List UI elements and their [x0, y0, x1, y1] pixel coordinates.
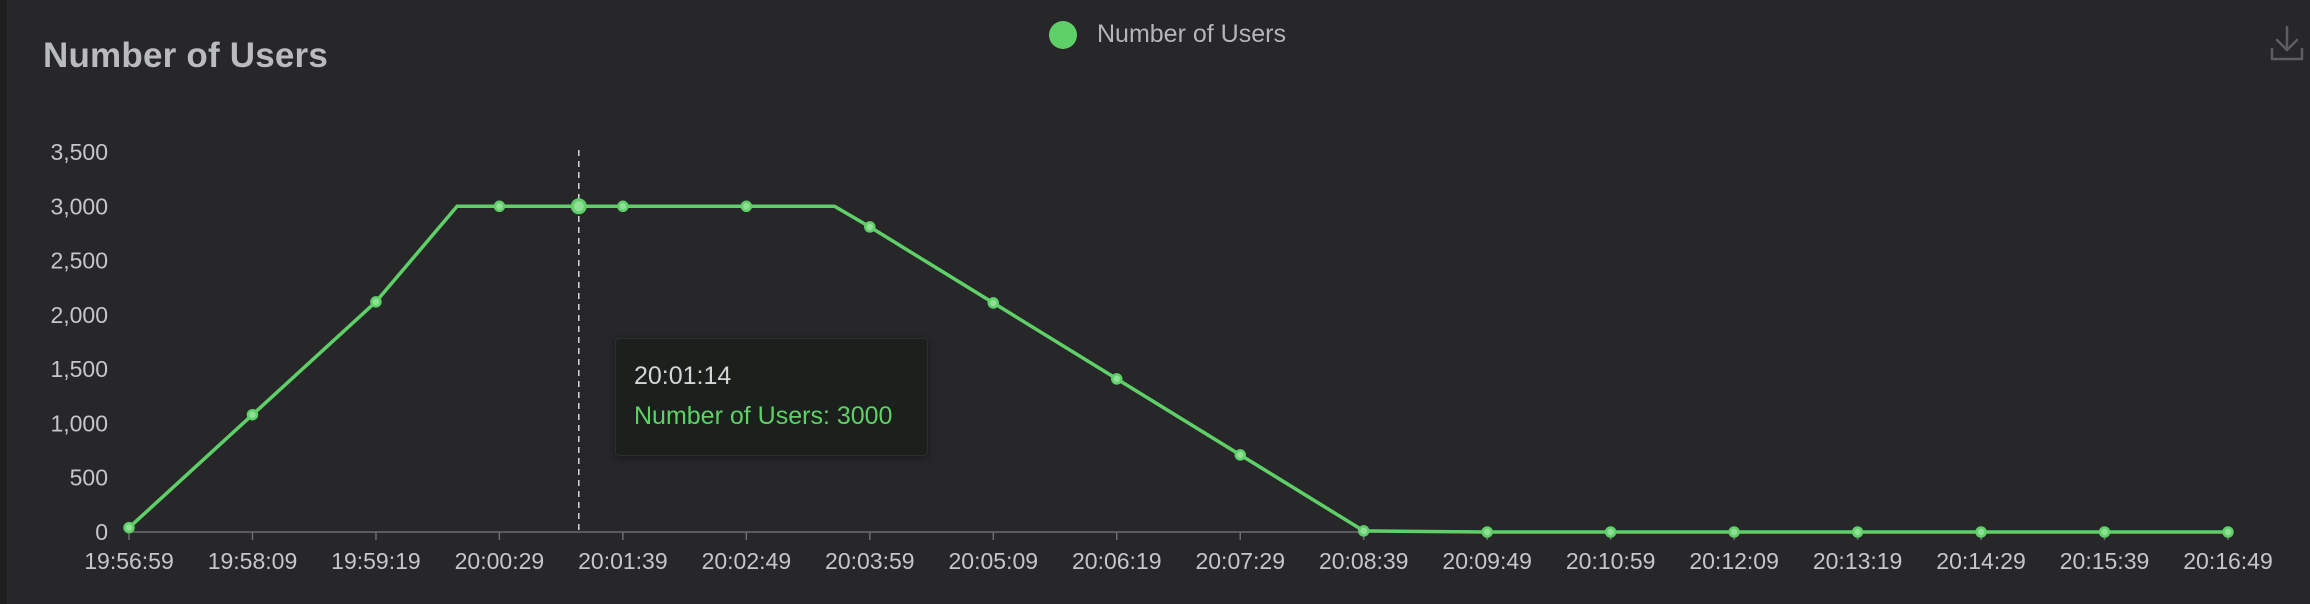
y-tick-label: 3,000 [50, 193, 108, 219]
y-axis: 0 500 1,000 1,500 2,000 2,500 3,000 3,500 [50, 139, 108, 545]
x-tick-label: 19:56:59 [84, 548, 174, 574]
data-point[interactable] [246, 408, 259, 421]
data-point[interactable] [1851, 526, 1864, 538]
x-tick-label: 20:12:09 [1689, 548, 1779, 574]
data-point[interactable] [740, 200, 753, 213]
x-tick-label: 20:15:39 [2060, 548, 2150, 574]
chart-panel: Number of Users Number of Users [7, 0, 2310, 604]
x-tick-label: 20:06:19 [1072, 548, 1162, 574]
x-tick-label: 19:58:09 [208, 548, 298, 574]
y-tick-label: 3,500 [50, 139, 108, 165]
x-tick-label: 20:14:29 [1936, 548, 2026, 574]
data-point[interactable] [864, 221, 876, 233]
legend-item[interactable]: Number of Users [1049, 20, 1286, 49]
data-point[interactable] [617, 200, 629, 213]
y-tick-label: 0 [95, 519, 108, 545]
data-point[interactable] [1111, 373, 1123, 385]
y-tick-label: 500 [70, 465, 108, 491]
data-point[interactable] [1357, 525, 1370, 537]
series-points [123, 198, 2234, 538]
x-tick-label: 20:01:39 [578, 548, 668, 574]
y-tick-label: 2,500 [50, 248, 108, 274]
download-icon [2270, 25, 2304, 61]
x-tick-label: 20:02:49 [702, 548, 792, 574]
y-tick-label: 1,000 [50, 410, 108, 436]
y-tick-label: 2,000 [50, 302, 108, 328]
download-button[interactable] [2269, 24, 2305, 62]
data-point[interactable] [123, 521, 135, 534]
x-tick-label: 20:07:29 [1195, 548, 1285, 574]
highlighted-data-point[interactable] [570, 198, 587, 215]
x-axis: 19:56:59 19:58:09 19:59:19 20:00:29 20:01:39… [84, 531, 2273, 574]
series-line-number-of-users [127, 204, 2230, 534]
x-tick-label: 20:09:49 [1442, 548, 1532, 574]
tooltip: 20:01:14 Number of Users: 3000 [615, 338, 928, 456]
y-tick-label: 1,500 [50, 356, 108, 382]
data-point[interactable] [2098, 526, 2111, 538]
x-tick-label: 20:00:29 [455, 548, 545, 574]
chart-title: Number of Users [43, 36, 329, 75]
data-point[interactable] [1481, 526, 1493, 538]
data-point[interactable] [1975, 526, 1987, 538]
data-point[interactable] [987, 297, 1000, 309]
tooltip-value: Number of Users: 3000 [634, 402, 893, 430]
data-point[interactable] [1604, 526, 1617, 538]
data-point[interactable] [1728, 526, 1740, 538]
x-tick-label: 19:59:19 [331, 548, 421, 574]
data-point[interactable] [493, 200, 506, 213]
x-tick-label: 20:05:09 [949, 548, 1039, 574]
x-tick-label: 20:08:39 [1319, 548, 1409, 574]
x-tick-label: 20:10:59 [1566, 548, 1656, 574]
tooltip-time: 20:01:14 [634, 362, 732, 390]
legend-marker [1049, 20, 1077, 49]
x-tick-label: 20:13:19 [1813, 548, 1903, 574]
x-tick-label: 20:16:49 [2183, 548, 2273, 574]
data-point[interactable] [370, 296, 382, 308]
data-point[interactable] [1234, 449, 1246, 461]
data-point[interactable] [2222, 526, 2234, 538]
x-tick-label: 20:03:59 [825, 548, 915, 574]
legend-label: Number of Users [1097, 20, 1286, 48]
